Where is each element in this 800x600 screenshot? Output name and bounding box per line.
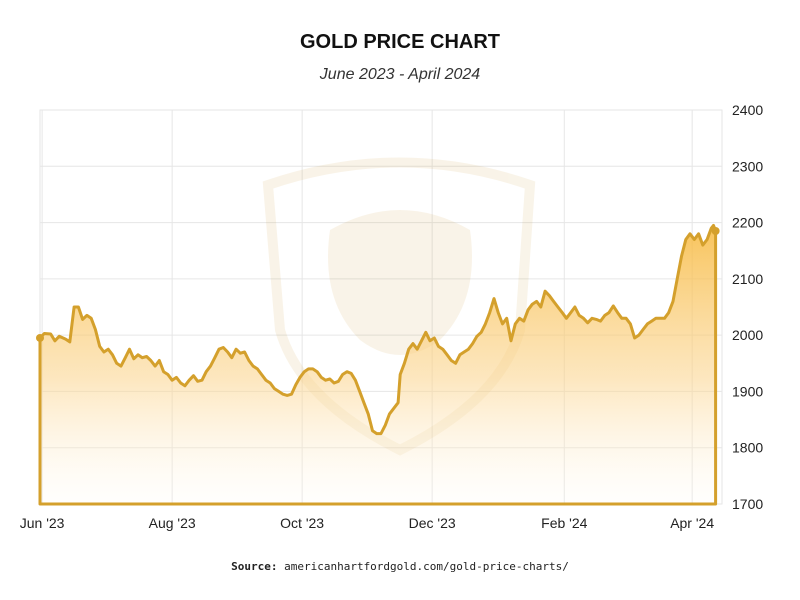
y-tick-label: 2100 (732, 271, 763, 287)
end-point-marker (711, 227, 720, 236)
start-point-marker (36, 333, 44, 342)
x-tick-label: Feb '24 (541, 515, 587, 531)
source-url[interactable]: americanhartfordgold.com/gold-price-char… (284, 560, 569, 573)
axes: 1700 1800 1900 2000 2100 2200 2300 2400 Jun '23 A… (20, 102, 764, 531)
x-tick-label: Aug '23 (149, 515, 196, 531)
y-tick-label: 2200 (732, 215, 763, 231)
x-tick-label: Apr '24 (670, 515, 714, 531)
y-tick-label: 1700 (732, 496, 763, 512)
y-tick-label: 2000 (732, 327, 763, 343)
y-tick-label: 2300 (732, 158, 763, 174)
price-area (36, 223, 720, 506)
chart-title: GOLD PRICE CHART (300, 31, 500, 53)
source-label: Source: (231, 560, 278, 573)
y-tick-label: 1800 (732, 440, 763, 456)
x-tick-label: Oct '23 (280, 515, 324, 531)
price-area-fill (40, 225, 716, 504)
price-line (38, 223, 718, 506)
source-note: Source: americanhartfordgold.com/gold-pr… (0, 560, 800, 573)
x-tick-label: Jun '23 (20, 515, 65, 531)
y-tick-label: 2400 (732, 102, 763, 118)
y-tick-label: 1900 (732, 383, 763, 399)
chart-subtitle: June 2023 - April 2024 (319, 66, 481, 83)
x-tick-label: Dec '23 (409, 515, 456, 531)
